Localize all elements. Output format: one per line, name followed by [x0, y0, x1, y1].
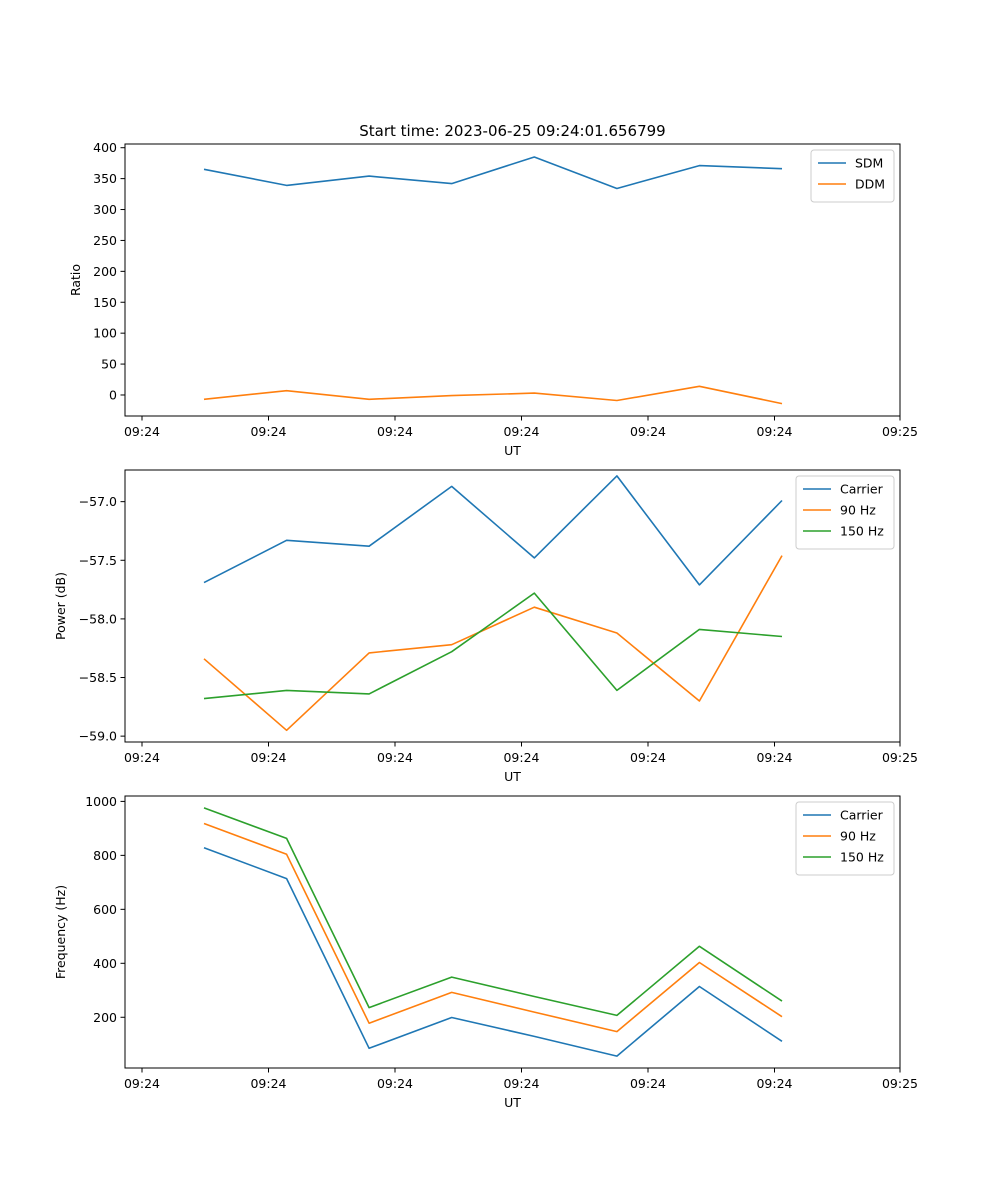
- legend-label: DDM: [855, 177, 885, 192]
- series-line-150-hz: [203, 807, 783, 1017]
- x-tick-label: 09:24: [756, 424, 792, 439]
- y-tick-label: 0: [109, 387, 117, 402]
- x-tick-label: 09:25: [882, 750, 918, 765]
- figure-title: Start time: 2023-06-25 09:24:01.656799: [359, 122, 665, 140]
- y-tick-label: 600: [93, 902, 117, 917]
- y-axis-label: Ratio: [68, 264, 83, 296]
- x-tick-label: 09:25: [882, 424, 918, 439]
- subplot-1: 09:24 09:24 09:24 09:24 09:24 09:24 09:25 0 50 10…: [68, 140, 918, 458]
- x-tick-label: 09:24: [503, 1076, 539, 1091]
- axes-frame: [124, 795, 901, 1069]
- x-tick-label: 09:25: [882, 1076, 918, 1091]
- y-axis-label: Power (dB): [53, 572, 68, 640]
- series-line-carrier: [203, 847, 783, 1057]
- y-tick-label: 250: [93, 233, 117, 248]
- x-tick-label: 09:24: [250, 424, 286, 439]
- x-tick-label: 09:24: [124, 1076, 160, 1091]
- x-tick-label: 09:24: [630, 750, 666, 765]
- plots: 09:24 09:24 09:24 09:24 09:24 09:24 09:25 0 50 10…: [53, 140, 918, 1110]
- x-tick-label: 09:24: [377, 424, 413, 439]
- axes-frame: [124, 143, 901, 417]
- y-tick-label: 400: [93, 140, 117, 155]
- y-tick-label: 200: [93, 1010, 117, 1025]
- y-tick-label: 800: [93, 848, 117, 863]
- y-tick-label: −57.5: [79, 553, 117, 568]
- y-tick-label: 400: [93, 956, 117, 971]
- x-axis-label: UT: [504, 443, 521, 458]
- subplot-3: 09:24 09:24 09:24 09:24 09:24 09:24 09:25 200 40…: [53, 794, 918, 1110]
- y-tick-label: 150: [93, 295, 117, 310]
- y-tick-label: −58.0: [79, 611, 117, 626]
- legend-label: SDM: [855, 156, 883, 171]
- y-axis-label: Frequency (Hz): [53, 885, 68, 979]
- x-tick-label: 09:24: [250, 1076, 286, 1091]
- legend-label: Carrier: [840, 808, 884, 823]
- x-tick-label: 09:24: [124, 424, 160, 439]
- series-line-carrier: [203, 475, 783, 586]
- x-axis-label: UT: [504, 1095, 521, 1110]
- x-tick-label: 09:24: [250, 750, 286, 765]
- y-tick-label: −58.5: [79, 670, 117, 685]
- y-tick-label: 300: [93, 202, 117, 217]
- x-tick-label: 09:24: [377, 750, 413, 765]
- legend-label: 150 Hz: [840, 524, 884, 539]
- y-tick-label: −57.0: [79, 494, 117, 509]
- y-tick-label: 1000: [85, 794, 117, 809]
- axes-frame: [124, 469, 901, 743]
- x-axis-label: UT: [504, 769, 521, 784]
- x-tick-label: 09:24: [377, 1076, 413, 1091]
- y-tick-label: 50: [101, 357, 117, 372]
- subplot-2: 09:24 09:24 09:24 09:24 09:24 09:24 09:25 −59.0…: [53, 469, 918, 784]
- x-tick-label: 09:24: [503, 424, 539, 439]
- legend-label: 150 Hz: [840, 850, 884, 865]
- y-tick-label: 350: [93, 171, 117, 186]
- series-line-sdm: [203, 156, 783, 190]
- series-line-90-hz: [203, 555, 783, 732]
- y-tick-label: −59.0: [79, 729, 117, 744]
- y-tick-label: 100: [93, 326, 117, 341]
- x-tick-label: 09:24: [630, 424, 666, 439]
- y-tick-label: 200: [93, 264, 117, 279]
- x-tick-label: 09:24: [756, 1076, 792, 1091]
- series-line-ddm: [203, 385, 783, 405]
- x-tick-label: 09:24: [124, 750, 160, 765]
- legend-label: Carrier: [840, 482, 884, 497]
- x-tick-label: 09:24: [630, 1076, 666, 1091]
- x-tick-label: 09:24: [503, 750, 539, 765]
- series-line-90-hz: [203, 822, 783, 1033]
- x-tick-label: 09:24: [756, 750, 792, 765]
- legend-label: 90 Hz: [840, 503, 876, 518]
- series-line-150-hz: [203, 592, 783, 700]
- legend-label: 90 Hz: [840, 829, 876, 844]
